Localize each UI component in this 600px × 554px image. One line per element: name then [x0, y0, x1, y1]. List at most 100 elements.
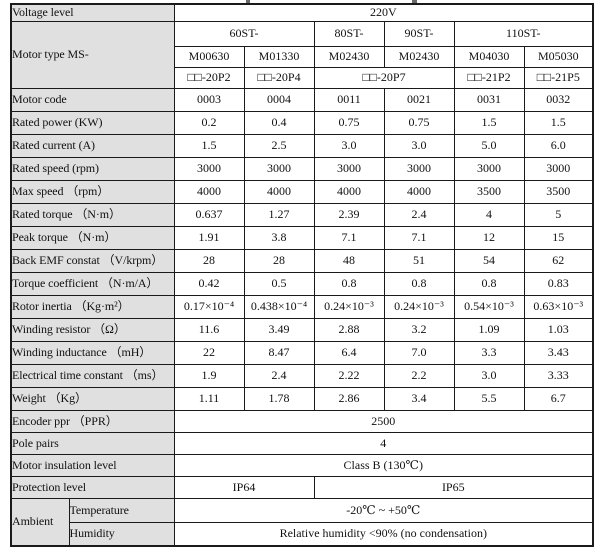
spec-row-rated-speed: Rated speed (rpm) 3000 3000 3000 3000 30… [10, 156, 594, 181]
cell-value: 3000 [313, 156, 385, 181]
cell-value: 0021 [383, 87, 455, 112]
model-cell: M02430 [313, 45, 385, 68]
cell-value: 1.5 [173, 133, 245, 158]
cell-value: 4000 [173, 179, 245, 204]
cell-value: 0.438×10⁻⁴ [243, 294, 315, 319]
cell-value: 0.24×10⁻³ [383, 294, 455, 319]
cropped-caption-fragment [246, 0, 250, 3]
humidity-value: Relative humidity <90% (no condensation) [173, 521, 594, 547]
cell-value: 3.43 [523, 340, 594, 365]
row-label: Peak torque （N·m） [10, 225, 175, 250]
spec-row-rotor-inertia: Rotor inertia （Kg·m²） 0.17×10⁻⁴ 0.438×10… [10, 294, 594, 319]
row-label: Rated torque （N·m） [10, 202, 175, 227]
cell-value: 3.33 [523, 363, 594, 388]
model-cell: M00630 [173, 45, 245, 68]
cell-value: 3.3 [453, 340, 525, 365]
cell-value: 1.78 [243, 386, 315, 411]
encoder-value: 2500 [173, 409, 594, 433]
cell-value: 3.2 [383, 317, 455, 342]
spec-row-max-speed: Max speed （rpm） 4000 4000 4000 4000 3500… [10, 179, 594, 204]
encoder-row: Encoder ppr （PPR） 2500 [10, 409, 594, 433]
spec-row-rated-power: Rated power (KW) 0.2 0.4 0.75 0.75 1.5 1… [10, 110, 594, 135]
cell-value: 3500 [453, 179, 525, 204]
cell-value: 62 [523, 248, 594, 273]
cell-value: 0.54×10⁻³ [453, 294, 525, 319]
cell-value: 5.5 [453, 386, 525, 411]
code-cell: □□-20P4 [243, 66, 315, 89]
code-cell: □□-21P2 [453, 66, 525, 89]
cell-value: 3.0 [383, 133, 455, 158]
cell-value: 1.9 [173, 363, 245, 388]
cell-value: 1.09 [453, 317, 525, 342]
row-label: Winding inductance （mH） [10, 340, 175, 365]
row-label: Weight （Kg） [10, 386, 175, 411]
spec-row-motor-code: Motor code 0003 0004 0011 0021 0031 0032 [10, 87, 594, 112]
cell-value: 0.637 [173, 202, 245, 227]
cell-value: 0.42 [173, 271, 245, 296]
cell-value: 0.8 [453, 271, 525, 296]
pole-pairs-value: 4 [173, 431, 594, 455]
row-label: Rotor inertia （Kg·m²） [10, 294, 175, 319]
ambient-temperature-row: Ambient Temperature -20℃ ~ +50℃ [10, 497, 594, 547]
cell-value: 0.24×10⁻³ [313, 294, 385, 319]
cell-value: 0.5 [243, 271, 315, 296]
cell-value: 6.7 [523, 386, 594, 411]
spec-row-winding-inductance: Winding inductance （mH） 22 8.47 6.4 7.0 … [10, 340, 594, 365]
cell-value: 22 [173, 340, 245, 365]
spec-row-electrical-time-constant: Electrical time constant （ms） 1.9 2.4 2.… [10, 363, 594, 388]
row-label: Back EMF constat （V/krpm） [10, 248, 175, 273]
code-cell: □□-20P7 [313, 66, 455, 89]
row-label: Winding resistor （Ω） [10, 317, 175, 342]
row-label-voltage: Voltage level [10, 3, 175, 22]
cell-value: 0.17×10⁻⁴ [173, 294, 245, 319]
cell-value: 3.49 [243, 317, 315, 342]
cell-value: 0011 [313, 87, 385, 112]
spec-row-back-emf: Back EMF constat （V/krpm） 28 28 48 51 54… [10, 248, 594, 273]
cell-value: 0.4 [243, 110, 315, 135]
voltage-row: Voltage level 220V [10, 3, 594, 22]
model-cell: M05030 [523, 45, 594, 68]
cell-value: 4 [453, 202, 525, 227]
cell-value: 28 [243, 248, 315, 273]
ambient-humidity-row: Humidity Relative humidity <90% (no cond… [11, 521, 594, 547]
row-label: Max speed （rpm） [10, 179, 175, 204]
cell-value: 8.47 [243, 340, 315, 365]
row-label: Torque coefficient （N·m/A） [10, 271, 175, 296]
cell-value: 12 [453, 225, 525, 250]
cell-value: 3.0 [453, 363, 525, 388]
cell-value: 4000 [243, 179, 315, 204]
cell-value: 0032 [523, 87, 594, 112]
series-80st: 80ST- [313, 20, 385, 47]
spec-row-weight: Weight （Kg） 1.11 1.78 2.86 3.4 5.5 6.7 [10, 386, 594, 411]
row-label-insulation: Motor insulation level [10, 453, 175, 477]
row-label-encoder: Encoder ppr （PPR） [10, 409, 175, 433]
cell-value: 0.8 [313, 271, 385, 296]
row-label: Motor code [10, 87, 175, 112]
cell-value: 0.2 [173, 110, 245, 135]
cell-value: 2.5 [243, 133, 315, 158]
spec-row-torque-coefficient: Torque coefficient （N·m/A） 0.42 0.5 0.8 … [10, 271, 594, 296]
insulation-value: Class B (130℃) [173, 453, 594, 477]
cell-value: 6.4 [313, 340, 385, 365]
row-label-motor-type: Motor type MS- [10, 20, 175, 89]
cell-value: 3000 [453, 156, 525, 181]
spec-row-peak-torque: Peak torque （N·m） 1.91 3.8 7.1 7.1 12 15 [10, 225, 594, 250]
cell-value: 3.4 [383, 386, 455, 411]
row-label: Electrical time constant （ms） [10, 363, 175, 388]
row-label: Rated power (KW) [10, 110, 175, 135]
model-cell: M01330 [243, 45, 315, 68]
cropped-caption-fragment [412, 0, 417, 3]
series-110st: 110ST- [453, 20, 594, 47]
cell-value: 3000 [243, 156, 315, 181]
cell-value: 1.91 [173, 225, 245, 250]
cell-value: 7.0 [383, 340, 455, 365]
protection-row: Protection level IP64 IP65 [10, 475, 594, 499]
cell-value: 3500 [523, 179, 594, 204]
spec-row-rated-current: Rated current (A) 1.5 2.5 3.0 3.0 5.0 6.… [10, 133, 594, 158]
cell-value: 54 [453, 248, 525, 273]
series-90st: 90ST- [383, 20, 455, 47]
motor-model-row: M00630 M01330 M02430 M02430 M04030 M0503… [11, 45, 594, 68]
cell-value: 1.5 [453, 110, 525, 135]
cell-value: 0.75 [313, 110, 385, 135]
cell-value: 6.0 [523, 133, 594, 158]
